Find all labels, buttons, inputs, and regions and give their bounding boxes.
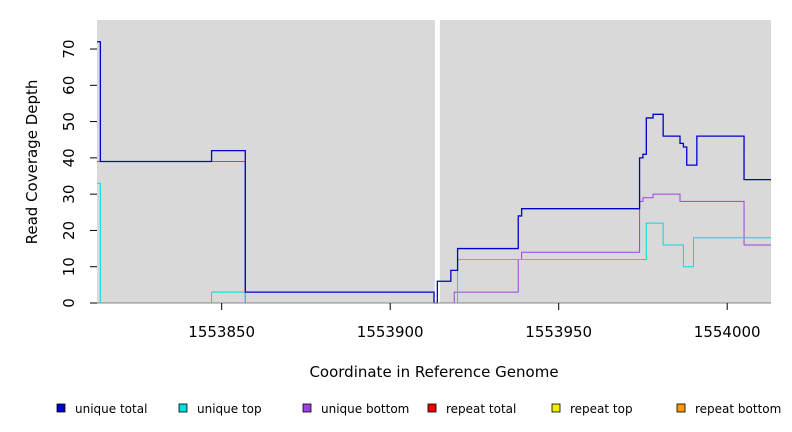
series-line-unique-total bbox=[97, 41, 771, 304]
legend-label: repeat top bbox=[570, 402, 633, 416]
y-tick-label: 10 bbox=[60, 257, 78, 276]
legend: unique total unique top unique bottom repea… bbox=[56, 402, 781, 416]
y-tick-label: 30 bbox=[60, 185, 78, 204]
legend-swatch-repeat-top bbox=[551, 403, 561, 413]
y-tick-label: 50 bbox=[60, 112, 78, 131]
legend-swatch-repeat-bottom bbox=[676, 403, 686, 413]
legend-swatch-unique-total bbox=[56, 403, 66, 413]
y-tick-label: 40 bbox=[60, 148, 78, 167]
gap-marker bbox=[434, 20, 440, 303]
legend-swatch-unique-top bbox=[178, 403, 188, 413]
x-tick-layer: 1553850 1553900 1553950 1554000 bbox=[188, 303, 761, 341]
x-tick-label: 1554000 bbox=[694, 323, 761, 341]
legend-label: repeat bottom bbox=[695, 402, 781, 416]
x-axis-title: Coordinate in Reference Genome bbox=[309, 363, 558, 381]
gap-marker-layer bbox=[434, 20, 440, 303]
y-axis-title: Read Coverage Depth bbox=[23, 80, 41, 245]
legend-label: unique total bbox=[75, 402, 147, 416]
y-tick-layer: 0 10 20 30 40 50 60 70 bbox=[60, 39, 97, 308]
x-tick-label: 1553950 bbox=[525, 323, 592, 341]
legend-label: repeat total bbox=[446, 402, 516, 416]
y-tick-label: 20 bbox=[60, 221, 78, 240]
y-tick-label: 70 bbox=[60, 39, 78, 58]
y-tick-label: 0 bbox=[60, 298, 78, 308]
legend-label: unique bottom bbox=[321, 402, 409, 416]
legend-swatch-repeat-total bbox=[427, 403, 437, 413]
x-tick-label: 1553850 bbox=[188, 323, 255, 341]
legend-swatch-unique-bottom bbox=[302, 403, 312, 413]
legend-label: unique top bbox=[197, 402, 262, 416]
y-tick-label: 60 bbox=[60, 76, 78, 95]
x-tick-label: 1553900 bbox=[357, 323, 424, 341]
